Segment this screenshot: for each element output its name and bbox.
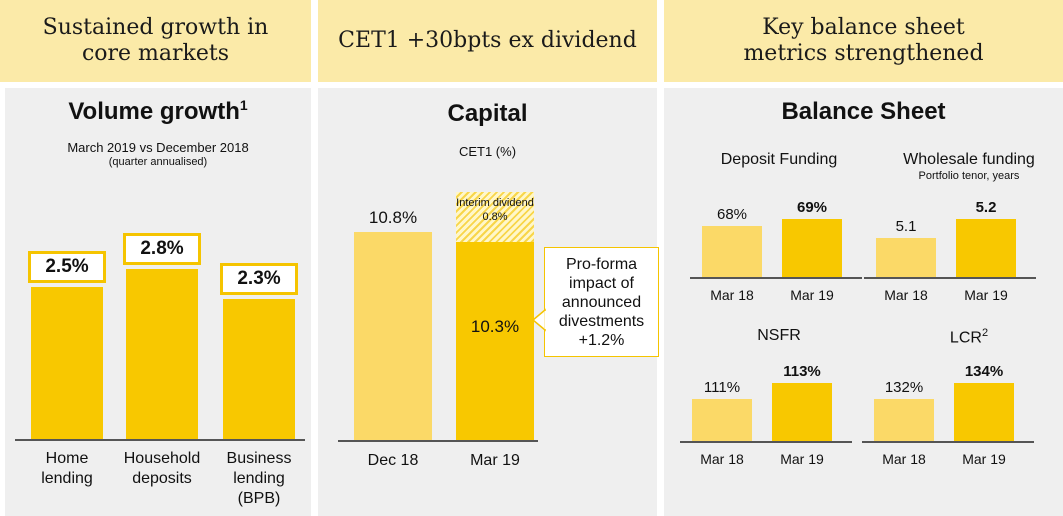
mini-category-label: Mar 19 (780, 451, 824, 467)
mini-value-label: 68% (716, 205, 748, 223)
balance-title: Balance Sheet (781, 98, 946, 125)
volume-category-line: Household (123, 450, 201, 467)
header-left: Sustained growth in core markets (0, 0, 311, 82)
capital-value-label: 10.8% (368, 208, 418, 228)
mini-value-label: 134% (964, 363, 1004, 380)
callout-line4: divestments (558, 312, 645, 330)
callout-line2: impact of (569, 274, 634, 292)
mini-baseline (862, 441, 1034, 443)
mini-bar (874, 399, 934, 441)
volume-value-label: 2.3% (220, 262, 298, 295)
mini-category-label: Mar 19 (962, 451, 1006, 467)
capital-dividend-segment (456, 191, 534, 242)
callout-line5: +1.2% (578, 331, 625, 349)
mini-bar (954, 383, 1014, 441)
lcr-title-footnote: 2 (981, 327, 989, 339)
nsfr-title: NSFR (757, 327, 801, 344)
volume-category-line: Business (226, 450, 292, 467)
divestment-callout: Pro-forma impact of announced divestment… (544, 247, 659, 357)
capital-value-label: 10.3% (470, 316, 520, 336)
mini-value-label: 5.1 (895, 217, 917, 235)
lcr-title-text: LCR (949, 329, 982, 347)
callout-line3: announced (561, 293, 642, 311)
volume-bar (31, 286, 103, 439)
mini-bar (702, 225, 762, 277)
volume-subtitle: March 2019 vs December 2018 (67, 140, 249, 155)
header-right-line1: Key balance sheet (762, 15, 965, 40)
callout-pointer (532, 308, 546, 332)
volume-chart: 2.5% Home lending 2.8% Household deposits 2.3%… (5, 88, 311, 516)
capital-dividend-label-line: 0.8% (482, 210, 508, 223)
volume-category-line: lending (233, 470, 285, 487)
mini-category-label: Mar 19 (964, 287, 1008, 303)
capital-dividend-label-line: Interim dividend (456, 196, 534, 209)
volume-category-line: Home (45, 450, 89, 467)
panel-balance-sheet: Balance Sheet Deposit Funding Wholesale … (664, 88, 1063, 516)
mini-baseline (680, 441, 852, 443)
capital-title: Capital (447, 100, 528, 127)
volume-category-line: lending (41, 470, 93, 487)
wholesale-subtitle: Portfolio tenor, years (918, 170, 1020, 182)
capital-bar (354, 232, 432, 440)
mini-category-label: Mar 18 (884, 287, 928, 303)
volume-category-line: deposits (132, 470, 192, 487)
volume-category-label: Business lending (BPB) (203, 449, 315, 509)
callout-line1: Pro-forma (565, 255, 638, 273)
volume-baseline (15, 439, 305, 441)
mini-value-label: 5.2 (975, 199, 997, 216)
header-middle-line1: CET1 +30bpts ex dividend (338, 28, 637, 53)
capital-baseline (338, 440, 538, 442)
mini-bar (782, 219, 842, 277)
mini-bar (772, 383, 832, 441)
deposit-title: Deposit Funding (720, 151, 838, 168)
capital-chart: Dec 18 Mar 19 10.8% 10.3% Interim dividend 0.… (318, 88, 657, 516)
header-right: Key balance sheet metrics strengthened (664, 0, 1063, 82)
mini-category-label: Mar 18 (710, 287, 754, 303)
volume-bar (126, 268, 198, 439)
header-right-line2: metrics strengthened (743, 41, 984, 66)
header-middle: CET1 +30bpts ex dividend (318, 0, 657, 82)
capital-dividend-label: Interim dividend 0.8% (452, 196, 538, 224)
volume-title: Volume growth1 (5, 98, 311, 126)
volume-category-line: (BPB) (237, 490, 281, 507)
panel-capital: Capital CET1 (%) Dec 18 Mar 19 10.8% 10.3% I… (318, 88, 659, 516)
mini-baseline (864, 277, 1036, 279)
capital-category-label: Mar 19 (470, 452, 520, 469)
mini-bar (956, 219, 1016, 277)
volume-bar (223, 298, 295, 439)
volume-value-label: 2.5% (28, 250, 106, 283)
capital-category-label: Dec 18 (367, 452, 419, 469)
volume-category-label: Home lending (11, 449, 123, 489)
panel-volume-growth: Volume growth1 March 2019 vs December 20… (5, 88, 311, 516)
volume-subtitle-note: (quarter annualised) (108, 156, 208, 168)
balance-charts: 68% Mar 18 69% Mar 19 5.1 Mar 18 5.2 Mar 19 111%… (664, 88, 1063, 516)
volume-category-label: Household deposits (106, 449, 218, 489)
capital-bar (456, 241, 534, 440)
wholesale-title: Wholesale funding (903, 151, 1035, 168)
header-left-line2: core markets (81, 41, 230, 66)
mini-category-label: Mar 18 (700, 451, 744, 467)
mini-bar (692, 399, 752, 441)
lcr-title: LCR2 (864, 327, 1063, 347)
mini-value-label: 132% (884, 379, 924, 397)
volume-title-text: Volume growth (68, 98, 240, 125)
volume-title-footnote: 1 (239, 97, 248, 113)
mini-value-label: 111% (703, 379, 741, 397)
mini-bar (876, 237, 936, 277)
capital-subtitle: CET1 (%) (458, 144, 517, 159)
mini-value-label: 113% (783, 363, 821, 380)
header-left-line1: Sustained growth in (42, 15, 269, 40)
mini-category-label: Mar 18 (882, 451, 926, 467)
mini-baseline (690, 277, 862, 279)
volume-value-label: 2.8% (123, 232, 201, 265)
mini-category-label: Mar 19 (790, 287, 834, 303)
mini-value-label: 69% (796, 199, 828, 216)
